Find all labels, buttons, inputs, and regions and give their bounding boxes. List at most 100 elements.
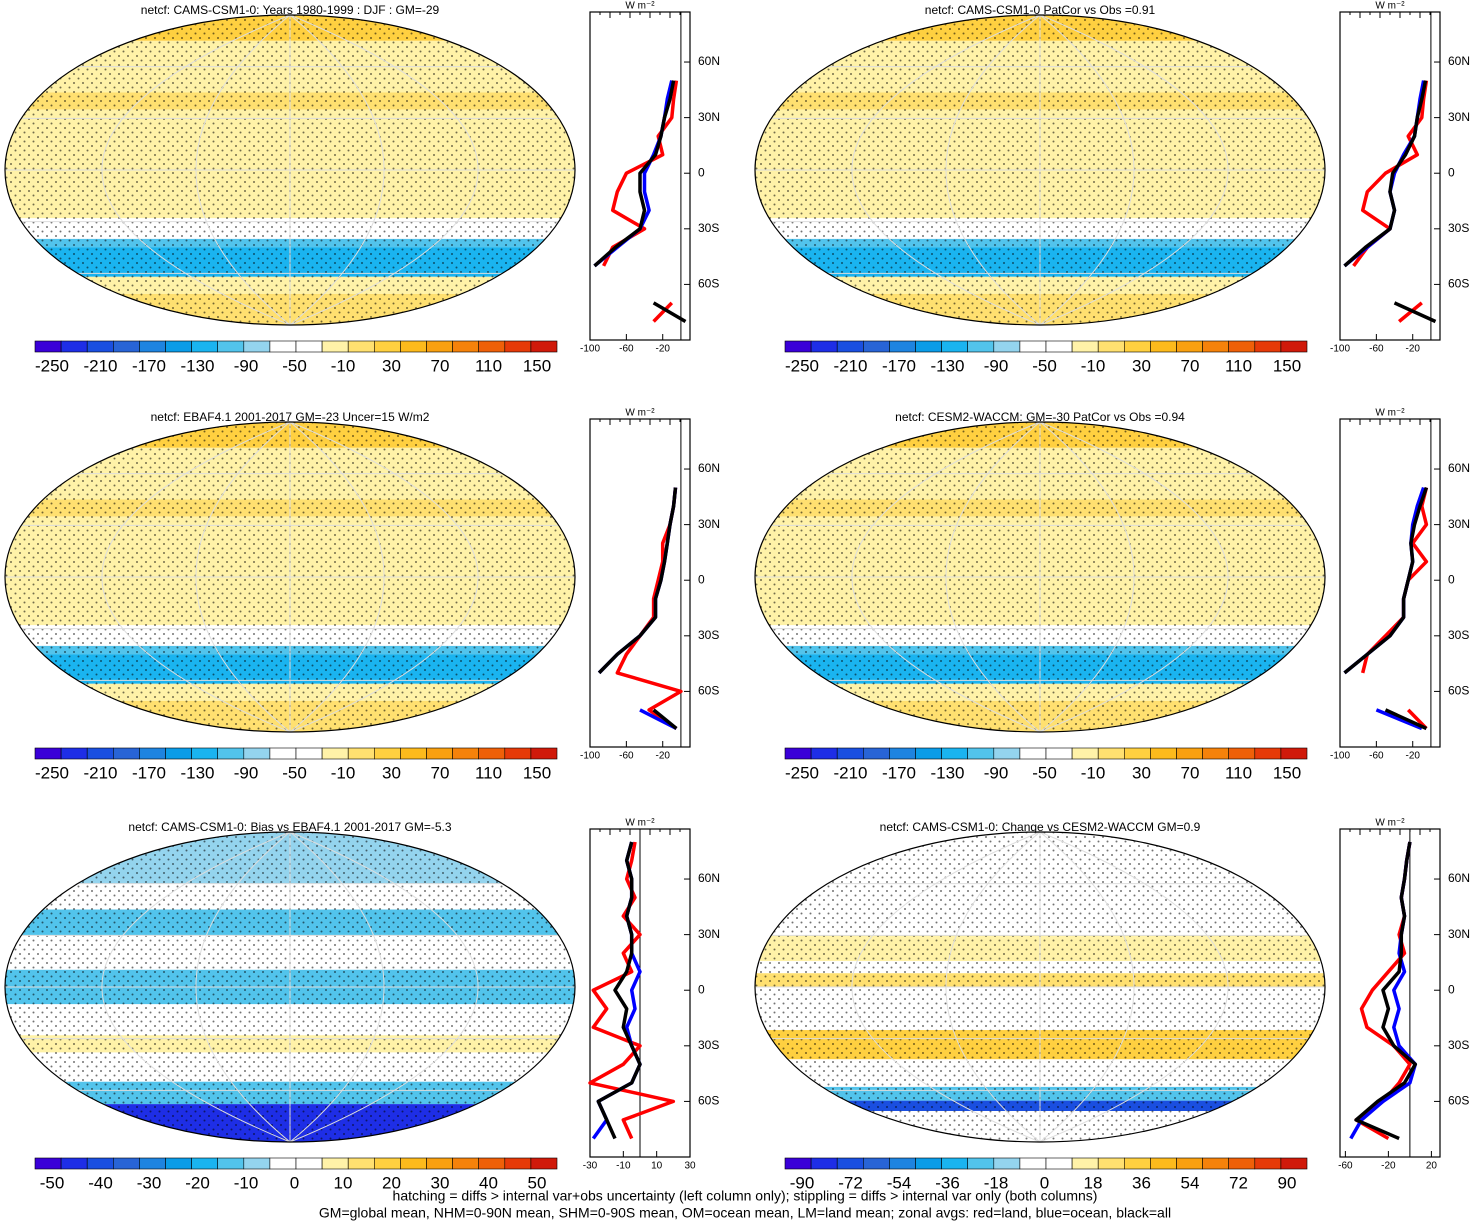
colorbar-label: -90 [234, 356, 259, 375]
x-tick-label: -100 [1330, 751, 1350, 762]
colorbar-box [113, 1157, 140, 1170]
colorbar-box [1202, 747, 1230, 760]
zonal-line [597, 487, 678, 731]
colorbar-label: 30 [382, 356, 401, 375]
colorbar-box [941, 747, 969, 760]
colorbar-box [165, 1157, 192, 1170]
colorbar-box [504, 340, 532, 353]
map-border [754, 831, 1326, 1143]
zonal-line [1354, 841, 1418, 1141]
y-tick-label: 30S [698, 1038, 719, 1052]
colorbar-box [321, 747, 349, 760]
y-tick-label: 60S [1448, 277, 1469, 291]
colorbar-box [1071, 340, 1099, 353]
colorbar-box [113, 340, 140, 353]
y-tick-label: 0 [698, 982, 705, 996]
colorbar-label: 40 [479, 1173, 498, 1192]
graticule [101, 832, 291, 1142]
panel: netcf: CAMS-CSM1-0: Years 1980-1999 : DJ… [4, 1, 720, 375]
graticule [289, 15, 385, 325]
zonal-line [593, 80, 674, 268]
colorbar-label: 70 [431, 356, 450, 375]
colorbar-label: -130 [180, 356, 214, 375]
colorbar-label: 110 [475, 356, 502, 375]
colorbar-label: -130 [930, 763, 964, 782]
colorbar-box [478, 747, 506, 760]
graticule [1039, 832, 1229, 1142]
colorbar-label: -18 [984, 1173, 1009, 1192]
colorbar-label: -50 [40, 1173, 65, 1192]
map-border [4, 421, 576, 733]
colorbar-box [269, 340, 297, 353]
colorbar-label: -54 [887, 1173, 912, 1192]
panel-title: netcf: CAMS-CSM1-0: Years 1980-1999 : DJ… [141, 3, 440, 17]
footnote: hatching = diffs > internal var+obs unce… [393, 1188, 1098, 1204]
colorbar-box [217, 747, 245, 760]
x-tick-label: -60 [1369, 344, 1384, 355]
colorbar-box [60, 1157, 88, 1170]
colorbar-label: -170 [132, 763, 166, 782]
colorbar-box [784, 1157, 812, 1170]
colorbar-box [1176, 747, 1203, 760]
colorbar-label: 30 [1132, 356, 1151, 375]
map [5, 422, 575, 732]
colorbar-box [993, 1157, 1021, 1170]
y-tick-label: 60N [698, 54, 720, 68]
colorbar-box [1019, 1157, 1047, 1170]
zonal-frame [1339, 828, 1441, 1158]
colorbar-label: 110 [475, 763, 502, 782]
colorbar-box [1254, 1157, 1282, 1170]
colorbar-label: -20 [185, 1173, 210, 1192]
y-tick-label: 0 [698, 165, 705, 179]
colorbar-box [1071, 747, 1099, 760]
colorbar-label: -210 [833, 356, 867, 375]
panel-title: netcf: CAMS-CSM1-0: Change vs CESM2-WACC… [880, 820, 1201, 834]
colorbar-box [836, 1157, 864, 1170]
colorbar-box [1228, 1157, 1256, 1170]
units: W m⁻² [1375, 408, 1405, 419]
zonal-line [1343, 487, 1429, 731]
colorbar-box [452, 340, 480, 353]
colorbar-box [165, 340, 192, 353]
colorbar-box [347, 747, 375, 760]
colorbar-box [1071, 1157, 1099, 1170]
colorbar-box [243, 340, 271, 353]
colorbar-label: -90 [984, 763, 1009, 782]
colorbar-label: -72 [838, 1173, 863, 1192]
colorbar-label: -130 [930, 356, 964, 375]
colorbar-box [347, 340, 375, 353]
colorbar-box [810, 340, 838, 353]
colorbar-box [373, 1157, 401, 1170]
colorbar-label: 36 [1132, 1173, 1151, 1192]
graticule [945, 15, 1041, 325]
colorbar-label: -36 [935, 1173, 960, 1192]
colorbar-box [1280, 747, 1308, 760]
colorbar-box [243, 1157, 271, 1170]
colorbar-label: -130 [180, 763, 214, 782]
colorbar-box [86, 340, 114, 353]
y-tick-label: 60S [698, 684, 719, 698]
colorbar-box [269, 1157, 297, 1170]
graticule [289, 422, 385, 732]
colorbar-box [1045, 1157, 1073, 1170]
map-border [4, 14, 576, 326]
colorbar-box [1176, 340, 1203, 353]
x-tick-label: -60 [619, 344, 634, 355]
panel-title: netcf: CAMS-CSM1-0 PatCor vs Obs =0.91 [925, 3, 1156, 17]
map-border [4, 831, 576, 1143]
colorbar-box [34, 1157, 62, 1170]
graticule [101, 422, 291, 732]
graticule [195, 832, 291, 1142]
colorbar-label: 54 [1181, 1173, 1200, 1192]
colorbar-box [967, 1157, 995, 1170]
colorbar-label: 0 [1040, 1173, 1049, 1192]
zonal-line [1343, 487, 1426, 731]
colorbar-box [1097, 1157, 1125, 1170]
units: W m⁻² [1375, 818, 1405, 829]
colorbar-label: -170 [132, 356, 166, 375]
colorbar-box [504, 747, 532, 760]
x-tick-label: -20 [1406, 751, 1421, 762]
colorbar-box [810, 747, 838, 760]
colorbar-box [810, 1157, 838, 1170]
